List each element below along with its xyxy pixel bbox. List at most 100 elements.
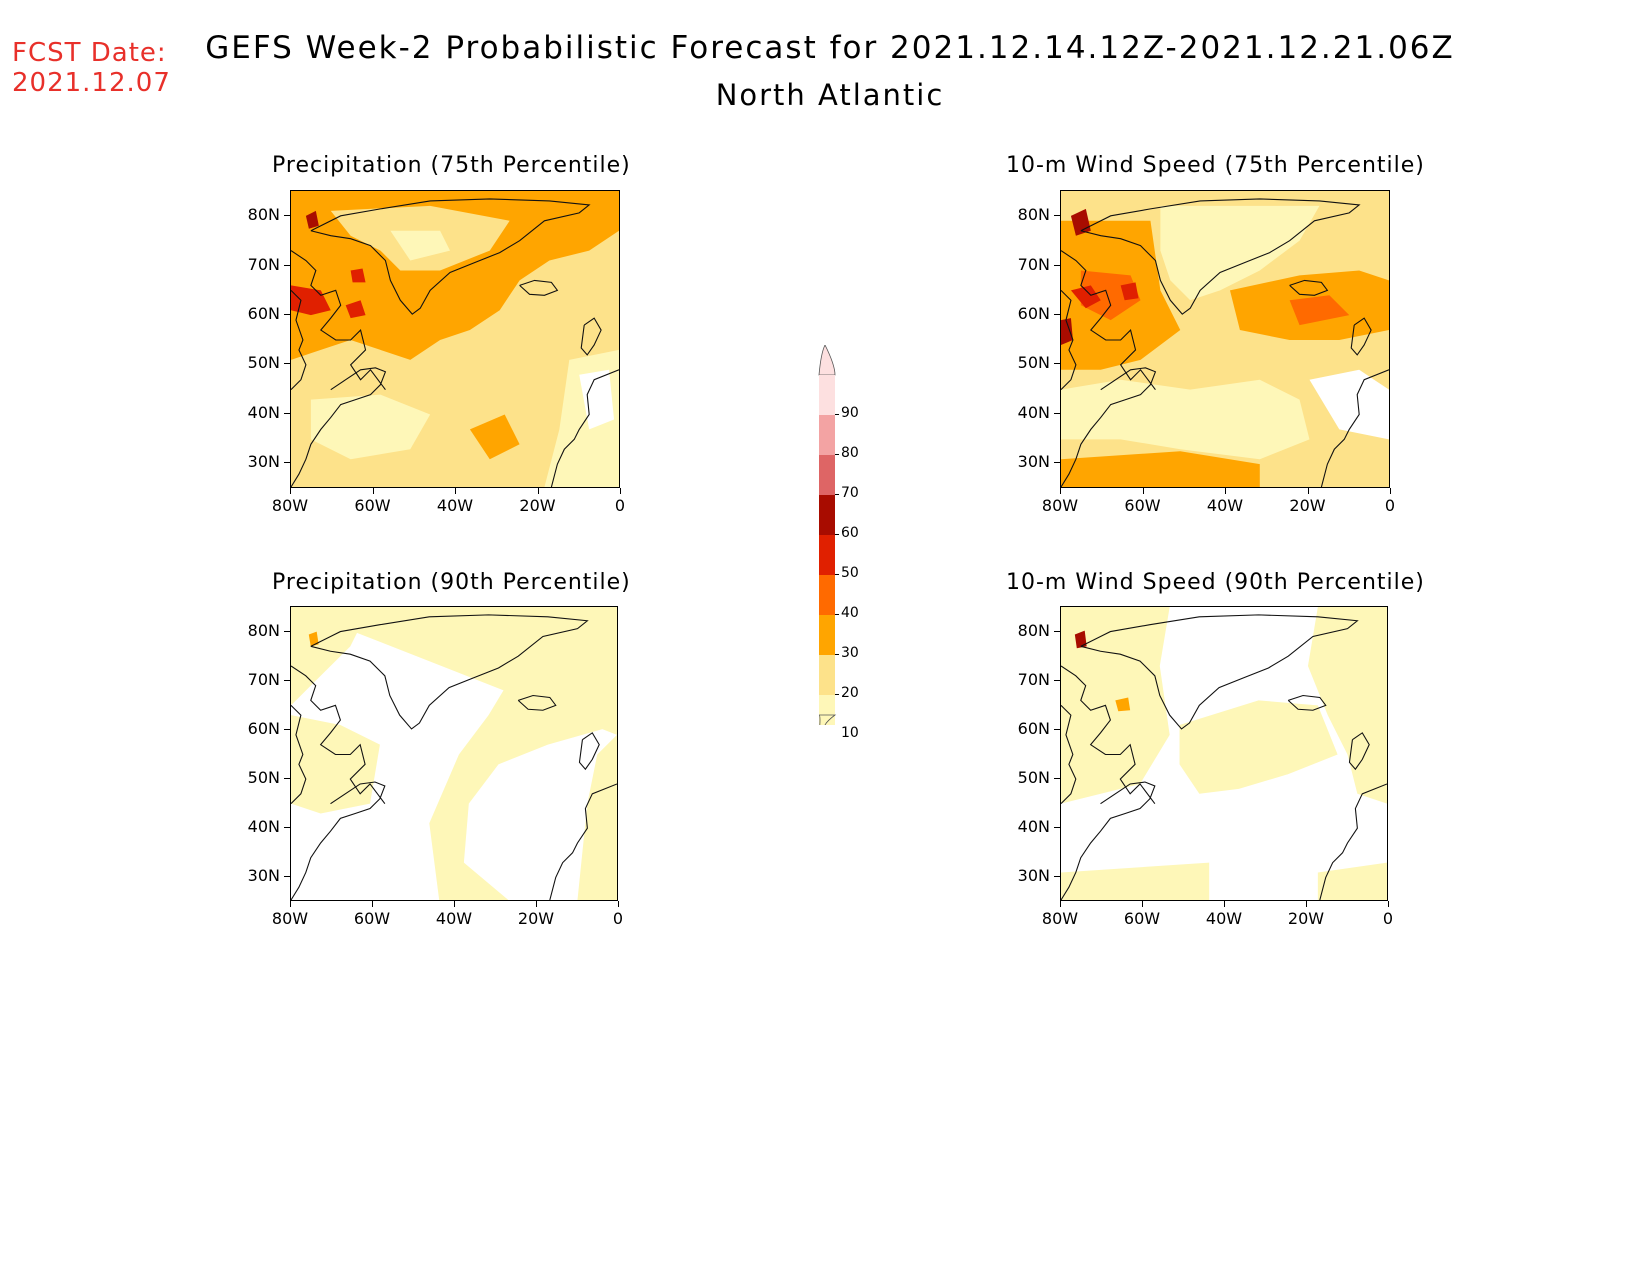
coastline bbox=[1080, 614, 1359, 730]
lon-label: 60W bbox=[353, 909, 391, 928]
lat-tick bbox=[284, 363, 290, 365]
coastline bbox=[310, 614, 589, 730]
lon-label: 80W bbox=[1041, 909, 1079, 928]
panel-title-precip-90: Precipitation (90th Percentile) bbox=[272, 570, 631, 595]
lon-tick bbox=[620, 488, 621, 494]
lon-label: 20W bbox=[1289, 496, 1326, 515]
coastline bbox=[1061, 367, 1157, 487]
probability-region bbox=[1160, 205, 1320, 301]
lat-tick bbox=[1054, 826, 1060, 828]
lon-tick bbox=[618, 901, 619, 907]
colorbar-label: 60 bbox=[841, 525, 859, 541]
probability-region bbox=[1061, 318, 1073, 345]
colorbar-swatch bbox=[819, 455, 835, 495]
colorbar-label: 40 bbox=[841, 605, 859, 621]
lat-label: 70N bbox=[247, 669, 280, 689]
colorbar-swatch bbox=[819, 615, 835, 655]
probability-region bbox=[1070, 208, 1091, 236]
lat-tick bbox=[284, 462, 290, 464]
probability-region bbox=[1309, 369, 1389, 440]
lon-label: 20W bbox=[1287, 909, 1325, 928]
lat-label: 70N bbox=[1017, 669, 1050, 689]
lat-tick bbox=[1054, 462, 1060, 464]
lat-tick bbox=[1054, 215, 1060, 217]
map-precip-75 bbox=[290, 190, 620, 488]
colorbar-swatch bbox=[819, 655, 835, 695]
lat-label: 30N bbox=[247, 452, 280, 472]
lon-tick bbox=[290, 488, 291, 494]
lon-label: 20W bbox=[519, 496, 556, 515]
forecast-date-block: FCST Date: 2021.12.07 bbox=[12, 38, 171, 98]
lon-label: 40W bbox=[435, 909, 473, 928]
map-graphic bbox=[1061, 191, 1389, 487]
lat-label: 80N bbox=[247, 620, 280, 640]
colorbar-swatch bbox=[819, 495, 835, 535]
coastline bbox=[1319, 783, 1387, 900]
lon-tick bbox=[1142, 488, 1144, 494]
lon-tick bbox=[1060, 488, 1061, 494]
lat-label: 60N bbox=[1017, 718, 1050, 738]
lon-label: 80W bbox=[271, 909, 309, 928]
colorbar-label: 20 bbox=[841, 685, 859, 701]
lon-tick bbox=[372, 488, 374, 494]
lon-label: 40W bbox=[1206, 496, 1244, 515]
lon-label: 40W bbox=[436, 496, 474, 515]
lon-tick bbox=[537, 488, 539, 494]
lon-tick bbox=[1142, 901, 1143, 907]
lat-tick bbox=[1054, 630, 1060, 632]
lat-label: 60N bbox=[247, 303, 280, 323]
probability-region bbox=[1080, 270, 1141, 321]
colorbar-swatch bbox=[819, 535, 835, 575]
lat-tick bbox=[284, 826, 290, 828]
lon-tick bbox=[1388, 901, 1389, 907]
panel-title-precip-75: Precipitation (75th Percentile) bbox=[272, 153, 631, 178]
lon-label: 0 bbox=[612, 909, 624, 928]
map-graphic bbox=[1061, 607, 1387, 900]
colorbar-label: 30 bbox=[841, 645, 859, 661]
coastline bbox=[291, 289, 307, 391]
probability-region bbox=[345, 300, 366, 319]
lat-tick bbox=[284, 215, 290, 217]
map-wind-75 bbox=[1060, 190, 1390, 488]
lon-label: 80W bbox=[271, 496, 309, 515]
coastline bbox=[291, 250, 386, 390]
coastline bbox=[1287, 694, 1327, 711]
lon-tick bbox=[1224, 901, 1225, 907]
coastline bbox=[517, 694, 557, 711]
panel-title-wind-90: 10-m Wind Speed (90th Percentile) bbox=[1006, 570, 1425, 595]
fcst-label: FCST Date: bbox=[12, 38, 167, 68]
colorbar-swatch bbox=[819, 575, 835, 615]
probability-region bbox=[390, 230, 451, 261]
coastline bbox=[291, 781, 386, 900]
lat-label: 50N bbox=[247, 353, 280, 373]
probability-region bbox=[1061, 862, 1210, 900]
probability-region bbox=[1289, 295, 1350, 326]
coastline bbox=[1080, 198, 1361, 315]
lat-label: 50N bbox=[1017, 353, 1050, 373]
probability-region bbox=[1120, 282, 1139, 301]
region-subtitle: North Atlantic bbox=[715, 78, 945, 112]
coastline bbox=[1289, 279, 1329, 296]
probability-region bbox=[1074, 630, 1087, 649]
lon-label: 0 bbox=[1384, 496, 1396, 515]
lat-label: 60N bbox=[247, 718, 280, 738]
probability-region bbox=[469, 414, 520, 460]
probability-region bbox=[579, 369, 615, 430]
coastline bbox=[578, 732, 600, 771]
lat-tick bbox=[284, 313, 290, 315]
lon-label: 0 bbox=[1382, 909, 1394, 928]
coastline bbox=[1061, 250, 1156, 390]
colorbar-label: 10 bbox=[841, 725, 859, 741]
probability-region bbox=[1070, 285, 1101, 309]
lon-label: 40W bbox=[1205, 909, 1243, 928]
lon-label: 60W bbox=[1123, 909, 1161, 928]
colorbar-label: 50 bbox=[841, 565, 859, 581]
probability-region bbox=[1307, 607, 1387, 804]
coastline bbox=[291, 367, 387, 487]
coastline bbox=[1320, 369, 1389, 487]
lon-label: 80W bbox=[1041, 496, 1079, 515]
coastline bbox=[1348, 732, 1370, 771]
lat-tick bbox=[284, 630, 290, 632]
lat-tick bbox=[1054, 412, 1060, 414]
lon-label: 20W bbox=[517, 909, 555, 928]
